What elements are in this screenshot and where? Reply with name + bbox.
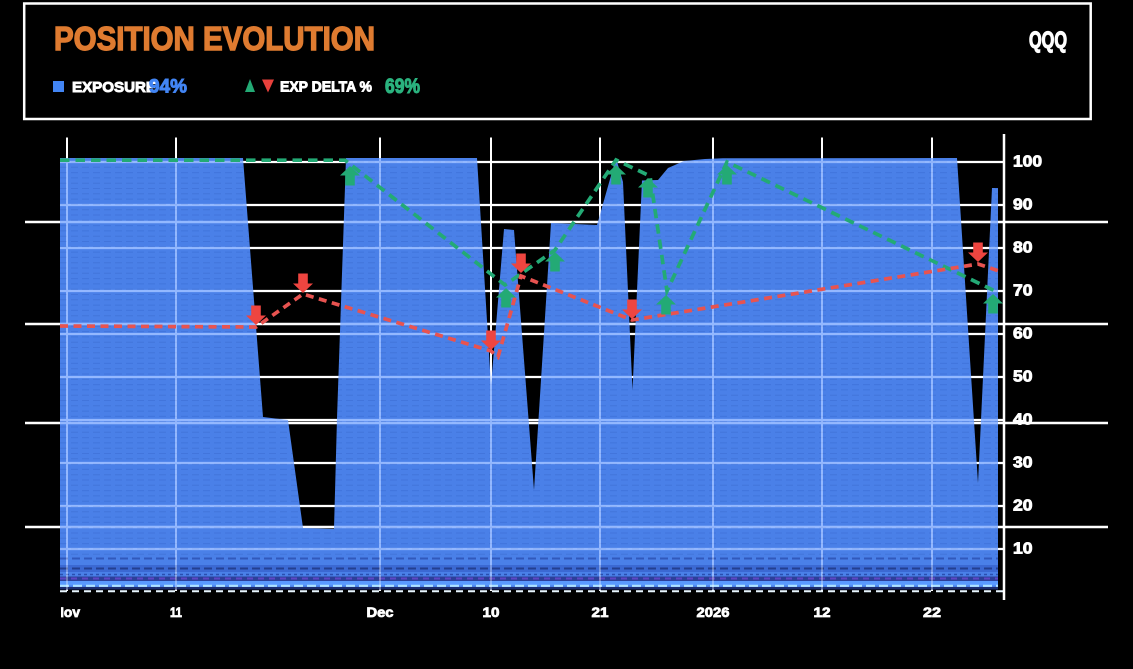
svg-text:20: 20 bbox=[1013, 498, 1033, 515]
svg-text:10: 10 bbox=[483, 604, 500, 620]
svg-text:10: 10 bbox=[1013, 541, 1033, 558]
svg-text:EXPOSURE: EXPOSURE bbox=[72, 79, 156, 96]
svg-text:100: 100 bbox=[1013, 154, 1042, 171]
svg-text:60: 60 bbox=[1013, 326, 1033, 343]
svg-text:80: 80 bbox=[1013, 240, 1033, 257]
svg-text:90: 90 bbox=[1013, 197, 1033, 214]
svg-text:40: 40 bbox=[1013, 412, 1033, 429]
svg-text:22: 22 bbox=[923, 604, 941, 620]
svg-text:2026: 2026 bbox=[697, 604, 730, 620]
svg-text:EXP DELTA %: EXP DELTA % bbox=[280, 79, 372, 96]
svg-text:94%: 94% bbox=[149, 77, 187, 98]
svg-text:11: 11 bbox=[170, 604, 182, 620]
svg-text:Dec: Dec bbox=[367, 604, 394, 620]
svg-text:POSITION EVOLUTION: POSITION EVOLUTION bbox=[54, 21, 375, 58]
svg-text:12: 12 bbox=[814, 604, 831, 620]
svg-text:QQQ: QQQ bbox=[1029, 27, 1067, 53]
svg-text:21: 21 bbox=[592, 604, 609, 620]
svg-text:69%: 69% bbox=[385, 75, 420, 98]
svg-text:30: 30 bbox=[1013, 455, 1033, 472]
svg-text:50: 50 bbox=[1013, 369, 1033, 386]
svg-text:70: 70 bbox=[1013, 283, 1033, 300]
